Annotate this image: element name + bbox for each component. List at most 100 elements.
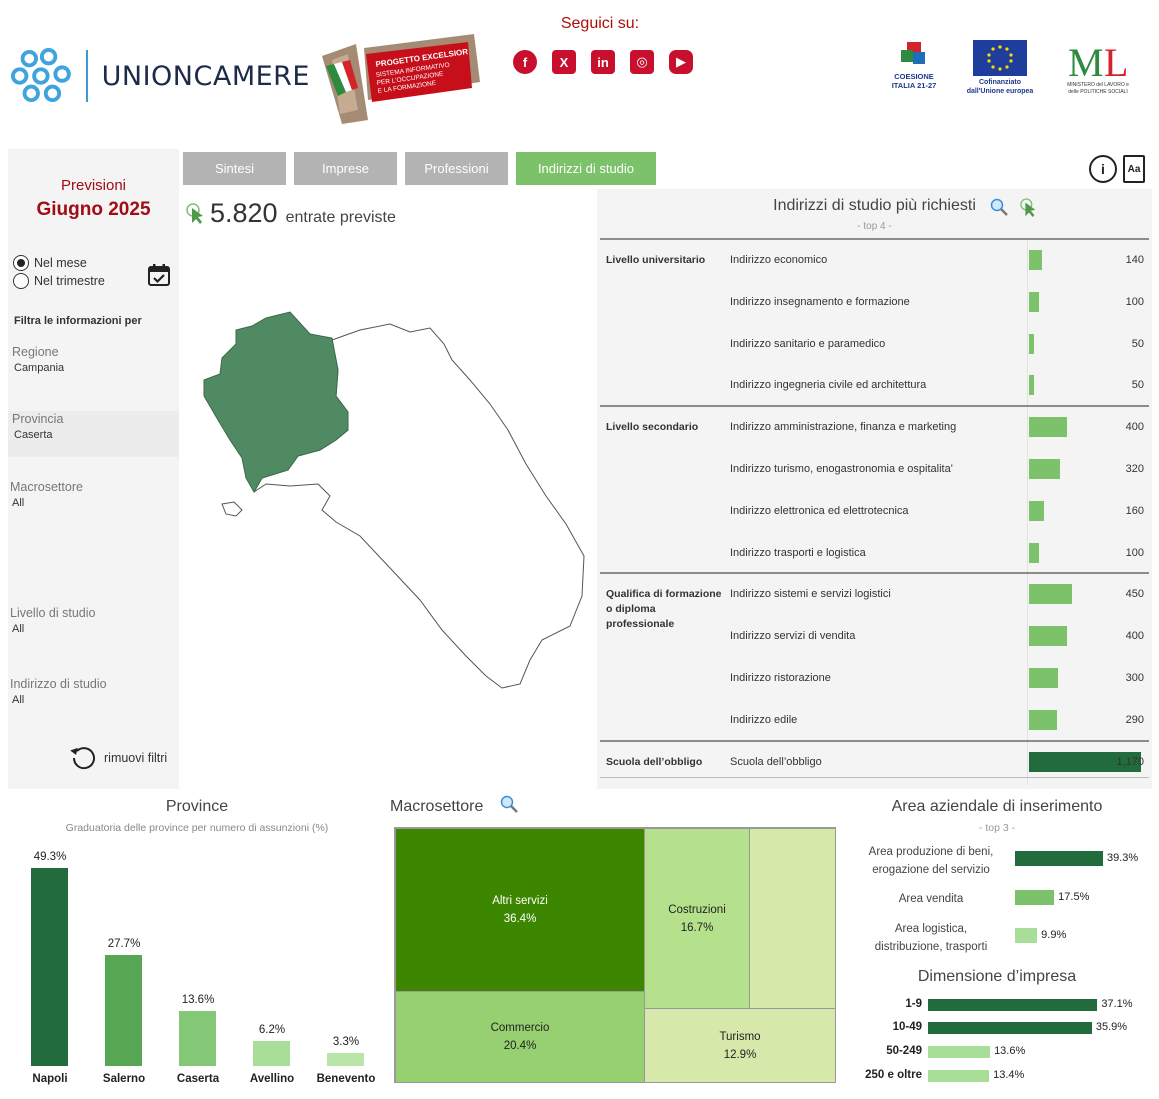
filter-value[interactable]: Campania bbox=[14, 362, 65, 374]
map-province-caserta[interactable] bbox=[203, 311, 349, 494]
study-row-bar[interactable] bbox=[1029, 250, 1043, 270]
filter-livello-studio[interactable]: Livello di studio All bbox=[8, 606, 179, 635]
dimensione-bar[interactable] bbox=[928, 1046, 991, 1058]
filter-value[interactable]: All bbox=[12, 694, 25, 706]
study-row[interactable]: Indirizzo sanitario e paramedico 50 bbox=[597, 324, 1152, 366]
unioncamere-mark-icon bbox=[10, 48, 71, 103]
treemap-cell-label: Costruzioni bbox=[668, 903, 726, 916]
study-row-bar[interactable] bbox=[1029, 417, 1068, 438]
area-row-label: Area produzione di beni, erogazione del s… bbox=[856, 843, 1006, 879]
radio-quarter[interactable]: Nel trimestre bbox=[13, 273, 105, 289]
treemap-cell-label: Altri servizi bbox=[492, 895, 548, 907]
study-row-bar[interactable] bbox=[1029, 375, 1034, 396]
treemap-cell-other[interactable] bbox=[749, 828, 836, 1009]
study-row-name: Indirizzo trasporti e logistica bbox=[730, 546, 866, 559]
study-row[interactable]: Indirizzo ristorazione 300 bbox=[597, 658, 1152, 700]
filter-value[interactable]: Caserta bbox=[14, 429, 53, 441]
study-row-bar[interactable] bbox=[1029, 668, 1058, 688]
province-bar[interactable] bbox=[31, 868, 68, 1066]
excelsior-logo[interactable]: PROGETTO EXCELSIOR SISTEMA INFORMATIVO P… bbox=[318, 30, 480, 126]
linkedin-icon[interactable]: in bbox=[591, 50, 615, 74]
area-row-bar[interactable] bbox=[1015, 851, 1103, 866]
magnifier-icon[interactable] bbox=[500, 795, 518, 813]
radio-month[interactable]: Nel mese bbox=[13, 255, 87, 271]
study-title-icons bbox=[990, 198, 1038, 218]
tab-indirizzi-studio[interactable]: Indirizzi di studio bbox=[516, 152, 656, 185]
study-row[interactable]: Indirizzo trasporti e logistica 100 bbox=[597, 533, 1152, 575]
area-row-bar[interactable] bbox=[1015, 890, 1055, 905]
study-row[interactable]: Indirizzo ingegneria civile ed architett… bbox=[597, 365, 1152, 407]
coesione-logo[interactable]: COESIONE ITALIA 21-27 bbox=[886, 40, 942, 90]
study-row-bar[interactable] bbox=[1029, 626, 1068, 647]
youtube-icon[interactable]: ▶ bbox=[669, 50, 693, 74]
study-table-panel: Indirizzi di studio più richiesti - top … bbox=[597, 189, 1152, 789]
province-bar[interactable] bbox=[105, 954, 142, 1066]
study-row-bar[interactable] bbox=[1029, 333, 1034, 354]
tab-imprese[interactable]: Imprese bbox=[294, 152, 397, 185]
treemap-cell-costruzioni[interactable]: Costruzioni 16.7% bbox=[644, 828, 750, 1009]
treemap-cell-altri-servizi[interactable]: Altri servizi 36.4% bbox=[395, 828, 645, 992]
dimensione-bar[interactable] bbox=[928, 1022, 1092, 1034]
study-row[interactable]: Indirizzo turismo, enogastronomia e ospi… bbox=[597, 449, 1152, 491]
area-row-bar[interactable] bbox=[1015, 928, 1038, 943]
study-row-bar[interactable] bbox=[1029, 542, 1039, 563]
click-cursor-icon[interactable] bbox=[1020, 198, 1038, 218]
filter-macrosettore[interactable]: Macrosettore All bbox=[8, 480, 179, 509]
filter-value[interactable]: All bbox=[12, 623, 25, 635]
study-row-bar[interactable] bbox=[1029, 459, 1060, 479]
study-row-bar[interactable] bbox=[1029, 500, 1045, 521]
province-bar[interactable] bbox=[327, 1052, 364, 1066]
x-icon[interactable]: X bbox=[552, 50, 576, 74]
study-row[interactable]: Indirizzo edile 290 bbox=[597, 700, 1152, 742]
study-row-value: 160 bbox=[1125, 504, 1144, 517]
unioncamere-logo[interactable]: UNIONCAMERE bbox=[10, 44, 310, 108]
reset-filters-button[interactable]: rimuovi filtri bbox=[68, 745, 167, 771]
filter-indirizzo-studio[interactable]: Indirizzo di studio All bbox=[8, 677, 179, 706]
macro-title: Macrosettore bbox=[390, 798, 484, 815]
study-row-name: Indirizzo insegnamento e formazione bbox=[730, 295, 910, 308]
study-row-value: 1,170 bbox=[1116, 755, 1144, 768]
filter-provincia[interactable]: Provincia Caserta bbox=[8, 411, 179, 457]
tab-professioni[interactable]: Professioni bbox=[405, 152, 508, 185]
study-row[interactable]: Indirizzo economico 140 bbox=[597, 240, 1152, 282]
unioncamere-name: UNIONCAMERE bbox=[101, 60, 310, 92]
province-bar-label: Avellino bbox=[249, 1073, 295, 1085]
glossary-icon[interactable]: Aa bbox=[1123, 155, 1145, 183]
filter-regione[interactable]: Regione Campania bbox=[8, 345, 179, 374]
study-row-value: 400 bbox=[1125, 630, 1144, 643]
tab-sintesi[interactable]: Sintesi bbox=[183, 152, 286, 185]
campania-map[interactable] bbox=[190, 300, 590, 700]
study-row[interactable]: Scuola dell’obbligo 1,170 bbox=[597, 742, 1152, 784]
study-row[interactable]: Indirizzo amministrazione, finanza e mar… bbox=[597, 407, 1152, 449]
province-bar[interactable] bbox=[179, 1011, 216, 1066]
facebook-icon[interactable]: f bbox=[513, 50, 537, 74]
magnifier-icon[interactable] bbox=[990, 198, 1008, 216]
study-row[interactable]: Indirizzo servizi di vendita 400 bbox=[597, 616, 1152, 658]
dimensione-bar[interactable] bbox=[928, 1070, 990, 1082]
study-row-name: Indirizzo ingegneria civile ed architett… bbox=[730, 379, 927, 392]
study-row-bar[interactable] bbox=[1029, 709, 1057, 730]
area-row-value: 9.9% bbox=[1041, 929, 1067, 941]
radio-dot-selected[interactable] bbox=[13, 255, 29, 271]
filter-value[interactable]: All bbox=[12, 497, 25, 509]
kpi-entries: 5.820 entrate previste bbox=[186, 198, 396, 229]
ministero-logo[interactable]: M L MINISTERO del LAVORO e delle POLITIC… bbox=[1067, 40, 1129, 95]
forecast-label: Previsioni bbox=[60, 177, 127, 194]
treemap-cell-turismo[interactable]: Turismo 12.9% bbox=[644, 1008, 836, 1083]
study-row-bar[interactable] bbox=[1029, 751, 1141, 772]
instagram-icon[interactable]: ◎ bbox=[630, 50, 654, 74]
study-row-bar[interactable] bbox=[1029, 291, 1039, 312]
study-row[interactable]: Indirizzo elettronica ed elettrotecnica 1… bbox=[597, 491, 1152, 533]
dimensione-bar[interactable] bbox=[928, 999, 1098, 1011]
study-row-bar[interactable] bbox=[1029, 584, 1073, 605]
eu-logo[interactable]: Cofinanziato dall'Unione europea bbox=[966, 40, 1034, 96]
filter-label: Provincia bbox=[12, 412, 64, 426]
study-row[interactable]: Indirizzo sistemi e servizi logistici 450 bbox=[597, 574, 1152, 616]
province-bar[interactable] bbox=[253, 1041, 290, 1066]
info-icon[interactable]: i bbox=[1089, 155, 1117, 183]
radio-dot[interactable] bbox=[13, 273, 29, 289]
treemap-cell-commercio[interactable]: Commercio 20.4% bbox=[395, 991, 645, 1083]
study-row[interactable]: Indirizzo insegnamento e formazione 100 bbox=[597, 282, 1152, 324]
study-group-label: Livello universitario bbox=[606, 254, 706, 266]
calendar-check-icon[interactable] bbox=[147, 263, 171, 287]
